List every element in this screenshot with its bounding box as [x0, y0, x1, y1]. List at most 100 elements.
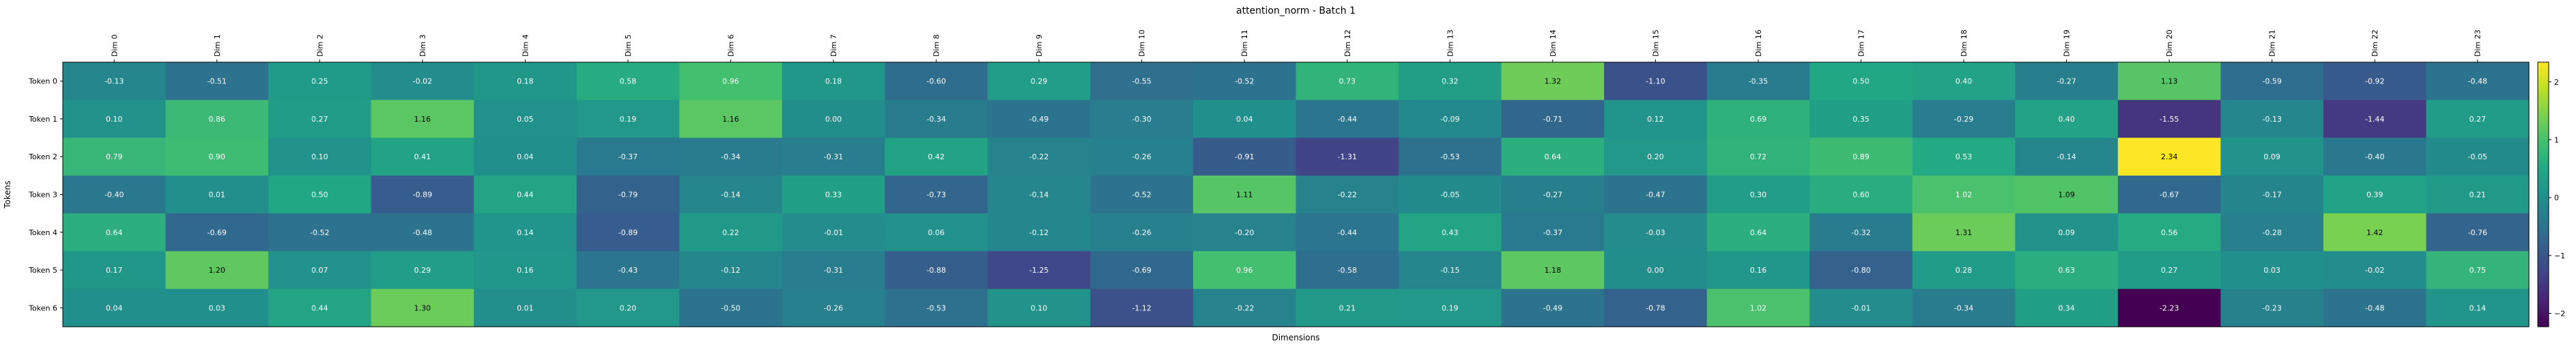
colorbar-tick-label: −2 — [2554, 310, 2565, 319]
heatmap-cell — [63, 213, 167, 252]
heatmap-cell — [1501, 251, 1605, 290]
x-tick-label: Dim 15 — [1651, 29, 1660, 57]
cell-value-label: 0.04 — [517, 152, 534, 161]
y-tick-label: Token 3 — [28, 191, 57, 200]
heatmap-cell — [268, 62, 372, 100]
x-tick-label: Dim 21 — [2268, 29, 2277, 57]
heatmap-cell — [1706, 62, 1810, 100]
cell-value-label: -0.44 — [1338, 115, 1357, 124]
cell-value-label: 0.16 — [1750, 266, 1767, 275]
x-tick-label: Dim 3 — [418, 34, 427, 57]
y-tick-label: Token 4 — [28, 228, 57, 237]
heatmap-cell — [576, 175, 680, 214]
cell-value-label: 0.35 — [1852, 115, 1870, 124]
cell-value-label: -0.09 — [1440, 115, 1459, 124]
cell-value-label: -0.29 — [1954, 115, 1973, 124]
heatmap-cell — [576, 62, 680, 100]
cell-value-label: 0.30 — [1750, 191, 1767, 200]
cell-value-label: -0.50 — [721, 303, 740, 312]
heatmap-cell — [1399, 175, 1502, 214]
x-tick-label: Dim 6 — [727, 34, 736, 57]
cell-value-label: -0.20 — [1235, 228, 1254, 237]
cell-value-label: -0.13 — [2262, 115, 2281, 124]
plot-frame — [62, 62, 2530, 327]
cell-value-label: 1.16 — [414, 115, 431, 124]
heatmap-cell — [1192, 100, 1297, 139]
heatmap-cell — [371, 62, 474, 100]
cell-value-label: 0.60 — [1852, 191, 1870, 200]
heatmap-cell — [268, 213, 372, 252]
cell-value-label: -0.26 — [824, 303, 843, 312]
heatmap-cell — [2426, 137, 2530, 176]
cell-value-label: 0.53 — [1956, 152, 1973, 161]
heatmap-cell — [474, 100, 577, 139]
heatmap-cell — [268, 100, 372, 139]
x-tick-label: Dim 22 — [2371, 29, 2379, 57]
x-axis-ticks: Dim 0 Dim 1 Dim 2 Dim 3 Dim 4 Dim 5 Dim 6 Dim 7… — [110, 29, 2482, 62]
cell-value-label: 0.29 — [1031, 77, 1048, 86]
cell-value-label: -1.10 — [1646, 77, 1665, 86]
cell-value-label: 0.21 — [1339, 303, 1356, 312]
heatmap-cell — [2117, 288, 2221, 327]
heatmap-cell — [1809, 62, 1913, 100]
cell-value-label: 0.19 — [620, 115, 637, 124]
heatmap-cell — [987, 137, 1091, 176]
heatmap-cell — [2117, 137, 2221, 176]
heatmap-cell — [679, 62, 783, 100]
heatmap-cell — [1501, 175, 1605, 214]
heatmap-cell — [2015, 175, 2119, 214]
cell-value-label: -0.69 — [1132, 266, 1151, 275]
x-tick-label: Dim 16 — [1754, 29, 1763, 57]
heatmap-cell — [1192, 288, 1297, 327]
y-tick-label: Token 0 — [28, 77, 57, 86]
x-tick-label: Dim 20 — [2165, 29, 2174, 57]
heatmap-cell — [782, 213, 885, 252]
x-tick-label: Dim 8 — [932, 34, 941, 57]
heatmap-cell — [165, 175, 269, 214]
cell-value-label: -0.78 — [1646, 303, 1665, 312]
cell-value-label: 1.11 — [1236, 191, 1253, 200]
cell-value-label: 0.20 — [1647, 152, 1664, 161]
cell-value-label: 0.72 — [1750, 152, 1767, 161]
heatmap-cell — [2220, 62, 2324, 100]
cell-value-label: 0.50 — [1852, 77, 1870, 86]
cell-value-label: -0.27 — [2057, 77, 2076, 86]
heatmap-cell — [1809, 213, 1913, 252]
heatmap-cell — [2220, 100, 2324, 139]
heatmap-cell — [2323, 213, 2427, 252]
cell-value-label: -0.92 — [2365, 77, 2384, 86]
cell-value-label: 0.10 — [1031, 303, 1048, 312]
cell-value-label: 0.58 — [620, 77, 637, 86]
heatmap-cell — [1296, 62, 1399, 100]
heatmap-cell — [1296, 251, 1399, 290]
heatmap-cell — [1706, 100, 1810, 139]
cell-value-label: 1.31 — [1956, 228, 1973, 237]
heatmap-cell — [371, 137, 474, 176]
cell-value-label: 0.41 — [414, 152, 431, 161]
heatmap-cell — [1090, 175, 1194, 214]
cell-value-label: -0.91 — [1235, 152, 1254, 161]
cell-value-label: -0.26 — [1132, 228, 1151, 237]
cell-value-label: 0.40 — [2058, 115, 2075, 124]
x-tick-label: Dim 5 — [624, 34, 633, 57]
cell-value-label: -0.13 — [104, 77, 124, 86]
cell-value-label: -0.51 — [207, 77, 227, 86]
heatmap-cell — [474, 62, 577, 100]
heatmap-cell — [1604, 288, 1708, 327]
heatmap-cell — [1604, 251, 1708, 290]
cell-value-label: 0.05 — [517, 115, 534, 124]
heatmap-cell — [2220, 137, 2324, 176]
heatmap-cell — [1192, 213, 1297, 252]
cell-value-label: -0.02 — [2365, 266, 2384, 275]
cell-value-label: 1.13 — [2161, 77, 2178, 86]
cell-value-label: 0.09 — [2058, 228, 2075, 237]
heatmap-cell — [1296, 100, 1399, 139]
heatmap-cell — [1604, 175, 1708, 214]
heatmap-cell — [679, 288, 783, 327]
cell-value-label: 1.32 — [1545, 77, 1562, 86]
cell-value-label: -0.14 — [2057, 152, 2076, 161]
cell-value-label: -0.37 — [618, 152, 638, 161]
x-tick-label: Dim 9 — [1035, 34, 1044, 57]
heatmap-cell — [1706, 175, 1810, 214]
cell-value-label: 0.17 — [106, 266, 123, 275]
